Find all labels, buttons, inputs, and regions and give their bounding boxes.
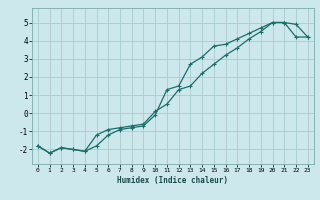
X-axis label: Humidex (Indice chaleur): Humidex (Indice chaleur): [117, 176, 228, 185]
